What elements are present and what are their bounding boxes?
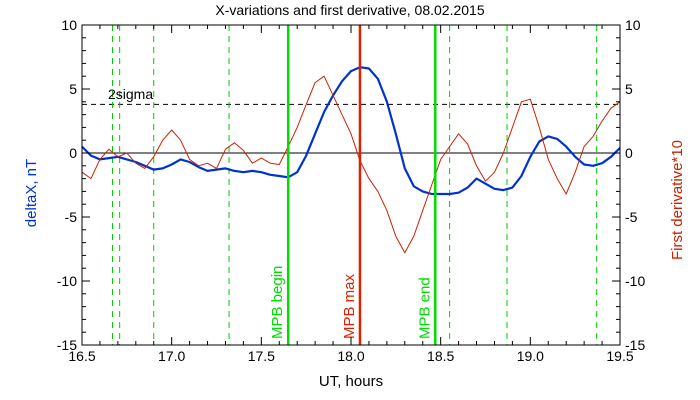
x-axis-label: UT, hours	[319, 373, 383, 390]
y-axis-label-right: First derivative*10	[669, 140, 686, 260]
y-left-tick-label: -15	[57, 337, 77, 353]
y-left-tick-label: -5	[65, 209, 78, 225]
x-tick-label: 18.0	[337, 348, 364, 364]
y-left-tick-label: 0	[69, 145, 77, 161]
y-right-tick-label: 0	[625, 145, 633, 161]
y-left-tick-label: -10	[57, 273, 77, 289]
y-right-tick-label: -15	[625, 337, 645, 353]
reference-lines	[82, 25, 620, 345]
y-left-tick-label: 5	[69, 81, 77, 97]
y-right-tick-label: 5	[625, 81, 633, 97]
marker-label-mpb-end: MPB end	[416, 277, 433, 339]
y-axis-label-left: deltaX, nT	[23, 159, 40, 227]
threshold-label: 2sigma	[108, 86, 153, 102]
marker-label-mpb-begin: MPB begin	[269, 266, 286, 339]
x-tick-label: 19.5	[606, 348, 633, 364]
series-layer	[81, 66, 621, 254]
vertical-markers: MPB begin MPB max MPB end	[269, 25, 437, 345]
derivative-series-line	[81, 75, 621, 254]
x-tick-label: 16.5	[68, 348, 95, 364]
y-right-tick-label: -10	[625, 273, 645, 289]
deltax-series-line	[81, 66, 621, 196]
x-tick-label: 17.5	[248, 348, 275, 364]
y-left-tick-label: 10	[61, 17, 77, 33]
x-tick-label: 19.0	[517, 348, 544, 364]
chart-title: X-variations and first derivative, 08.02…	[215, 2, 484, 18]
axis-ticks: 16.5 17.0 17.5 18.0 18.5 19.0 19.5 10 5 0 -5 -10 -15…	[57, 17, 646, 364]
marker-label-mpb-max: MPB max	[341, 273, 358, 339]
y-right-tick-label: -5	[625, 209, 638, 225]
x-tick-label: 17.0	[158, 348, 185, 364]
y-right-tick-label: 10	[625, 17, 641, 33]
x-tick-label: 18.5	[427, 348, 454, 364]
